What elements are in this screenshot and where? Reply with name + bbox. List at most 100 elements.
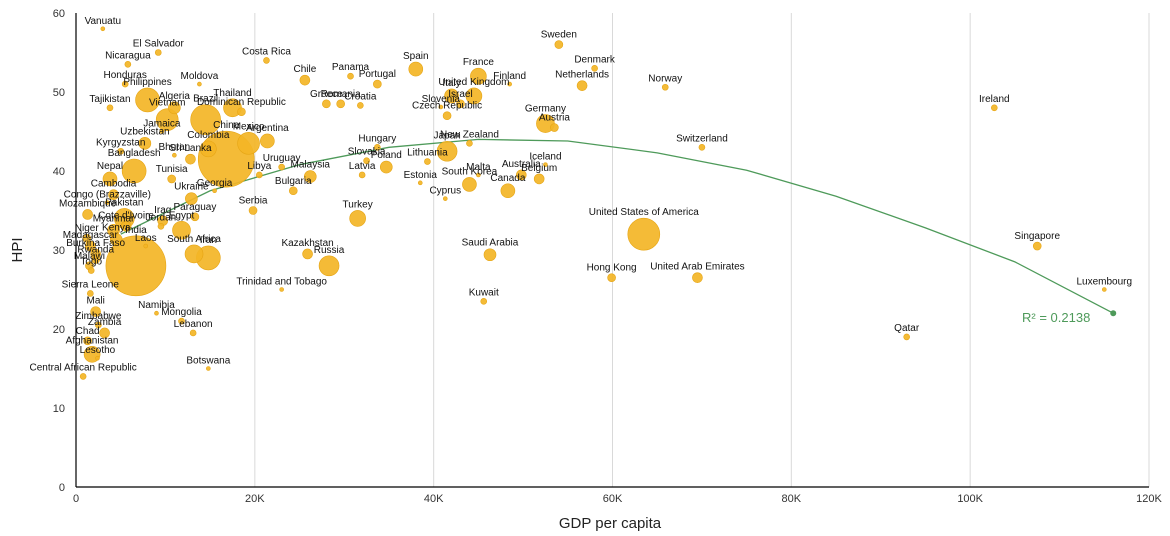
data-point-label: Congo (Brazzaville) bbox=[64, 190, 151, 201]
data-point-label: Canada bbox=[490, 173, 525, 184]
data-point-label: Cyprus bbox=[429, 186, 461, 197]
data-point-label: South Africa bbox=[167, 234, 221, 245]
data-point-label: Bulgaria bbox=[275, 176, 312, 187]
data-bubble bbox=[185, 153, 196, 165]
data-bubble bbox=[543, 162, 548, 167]
data-point-label: Sierra Leone bbox=[62, 279, 120, 290]
data-bubble bbox=[462, 177, 477, 192]
data-point-label: Portugal bbox=[359, 69, 396, 80]
data-point-label: Nepal bbox=[97, 161, 123, 172]
data-bubble bbox=[154, 310, 159, 316]
data-point-label: Slovenia bbox=[422, 94, 461, 105]
data-point-label: Jordan bbox=[146, 212, 177, 223]
x-tick-label: 100K bbox=[957, 493, 983, 505]
grid-layer bbox=[254, 13, 1150, 487]
data-bubble bbox=[159, 129, 165, 134]
data-bubble bbox=[143, 243, 149, 249]
data-point-label: Afghanistan bbox=[66, 335, 119, 346]
data-bubble bbox=[185, 192, 198, 205]
data-point-label: Zambia bbox=[88, 317, 122, 328]
data-bubble bbox=[104, 200, 110, 205]
data-bubble bbox=[347, 72, 354, 80]
data-point-label: Austria bbox=[539, 113, 571, 124]
data-bubble bbox=[336, 99, 345, 109]
data-bubble bbox=[117, 147, 125, 155]
data-bubble bbox=[1101, 287, 1107, 292]
data-point-label: South Korea bbox=[442, 166, 498, 177]
data-bubble bbox=[627, 217, 661, 251]
data-bubble bbox=[465, 87, 483, 105]
data-bubble bbox=[99, 327, 110, 339]
data-bubble bbox=[85, 240, 96, 252]
data-point-label: Estonia bbox=[404, 170, 438, 181]
data-point-label: Croatia bbox=[344, 91, 377, 102]
data-bubble bbox=[248, 206, 258, 215]
y-tick-label: 30 bbox=[53, 245, 65, 257]
data-bubble bbox=[322, 99, 331, 109]
x-tick-label: 60K bbox=[603, 493, 623, 505]
data-point-label: Saudi Arabia bbox=[462, 238, 519, 249]
data-point-label: Algeria bbox=[159, 91, 191, 102]
data-bubble bbox=[83, 336, 92, 346]
data-point-label: Nicaragua bbox=[105, 50, 151, 61]
data-bubble bbox=[476, 172, 481, 178]
data-bubble bbox=[358, 171, 366, 179]
data-bubble bbox=[178, 317, 185, 325]
data-point-label: Chad bbox=[76, 326, 100, 337]
data-bubble bbox=[184, 244, 204, 264]
r-squared-label: R² = 0.2138 bbox=[1022, 310, 1090, 325]
x-tick-label: 40K bbox=[424, 493, 444, 505]
trendline bbox=[120, 138, 1114, 314]
data-point-label: Namibia bbox=[138, 300, 175, 311]
data-point-label: Madagascar bbox=[63, 230, 119, 241]
data-point-label: Hong Kong bbox=[587, 263, 637, 274]
data-point-label: Uzbekistan bbox=[120, 126, 169, 137]
data-bubble bbox=[438, 104, 444, 110]
data-bubble bbox=[991, 104, 998, 112]
data-point-label: Singapore bbox=[1014, 231, 1060, 242]
data-point-label: Germany bbox=[525, 104, 566, 115]
data-point-label: Australia bbox=[502, 159, 541, 170]
x-tick-label: 0 bbox=[73, 493, 79, 505]
y-tick-label: 60 bbox=[53, 8, 65, 20]
data-bubble bbox=[82, 209, 93, 220]
y-tick-label: 10 bbox=[53, 403, 65, 415]
data-point-label: Vietnam bbox=[149, 98, 186, 109]
data-point-label: United States of America bbox=[589, 207, 699, 218]
data-bubble bbox=[197, 81, 202, 87]
x-tick-label: 20K bbox=[245, 493, 265, 505]
data-point-label: India bbox=[125, 225, 147, 236]
y-tick-label: 20 bbox=[53, 324, 65, 336]
data-bubble bbox=[288, 186, 298, 196]
data-bubble bbox=[373, 79, 382, 89]
data-point-label: Argentina bbox=[246, 123, 289, 134]
data-bubble bbox=[135, 87, 160, 113]
data-point-label: Togo bbox=[80, 257, 102, 268]
data-point-label: Cambodia bbox=[91, 179, 137, 190]
data-bubble bbox=[237, 107, 246, 117]
data-bubble bbox=[483, 248, 497, 262]
data-point-label: Ukraine bbox=[174, 182, 209, 193]
data-bubble bbox=[318, 255, 340, 277]
data-point-label: Italy bbox=[442, 78, 460, 89]
data-bubble bbox=[138, 137, 152, 150]
y-tick-label: 0 bbox=[59, 482, 65, 494]
data-point-label: Belgium bbox=[521, 163, 557, 174]
data-bubble bbox=[533, 173, 545, 185]
data-bubble bbox=[692, 272, 703, 283]
data-point-label: Turkey bbox=[343, 199, 373, 210]
data-point-label: Colombia bbox=[187, 130, 230, 141]
x-tick-label: 80K bbox=[782, 493, 802, 505]
data-point-label: Costa Rica bbox=[242, 46, 291, 57]
data-bubble bbox=[157, 223, 165, 230]
data-point-label: Panama bbox=[332, 62, 370, 73]
data-bubble bbox=[206, 366, 211, 371]
x-tick-label: 120K bbox=[1136, 493, 1162, 505]
data-point-label: Georgia bbox=[197, 178, 233, 189]
data-point-label: Kenya bbox=[102, 223, 131, 234]
data-point-label: Switzerland bbox=[676, 133, 728, 144]
data-bubble bbox=[698, 144, 706, 151]
data-bubble bbox=[1032, 241, 1042, 251]
data-bubble bbox=[121, 158, 147, 184]
data-bubble bbox=[550, 123, 559, 132]
